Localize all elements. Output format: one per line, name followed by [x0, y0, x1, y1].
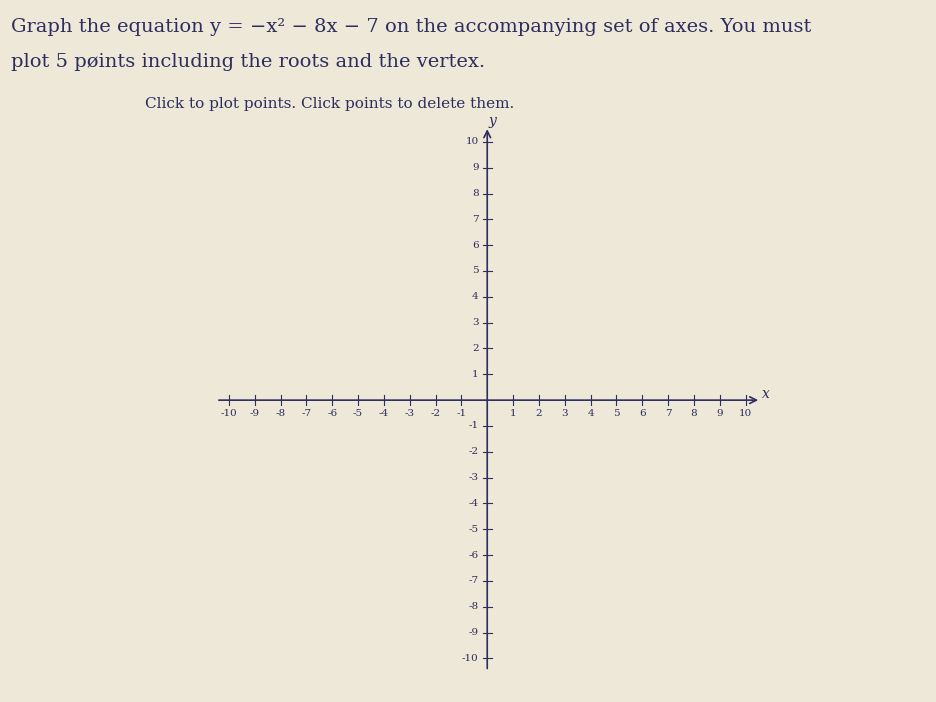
Text: x: x [762, 387, 769, 401]
Text: -4: -4 [378, 409, 388, 418]
Text: 1: 1 [472, 370, 478, 379]
Text: Graph the equation y = −x² − 8x − 7 on the accompanying set of axes. You must: Graph the equation y = −x² − 8x − 7 on t… [11, 18, 811, 36]
Text: 3: 3 [561, 409, 567, 418]
Text: -6: -6 [327, 409, 337, 418]
Text: 9: 9 [716, 409, 723, 418]
Text: -5: -5 [468, 525, 478, 534]
Text: 9: 9 [472, 163, 478, 172]
Text: 10: 10 [739, 409, 752, 418]
Text: -5: -5 [353, 409, 363, 418]
Text: 1: 1 [509, 409, 516, 418]
Text: 6: 6 [472, 241, 478, 250]
Text: -7: -7 [468, 576, 478, 585]
Text: -9: -9 [468, 628, 478, 637]
Text: -10: -10 [461, 654, 478, 663]
Text: Click to plot points. Click points to delete them.: Click to plot points. Click points to de… [145, 97, 514, 111]
Text: 7: 7 [472, 215, 478, 224]
Text: -3: -3 [468, 473, 478, 482]
Text: 5: 5 [612, 409, 619, 418]
Text: 5: 5 [472, 267, 478, 275]
Text: -10: -10 [220, 409, 237, 418]
Text: -8: -8 [275, 409, 285, 418]
Text: plot 5 pøints including the roots and the vertex.: plot 5 pøints including the roots and th… [11, 53, 485, 71]
Text: -2: -2 [430, 409, 440, 418]
Text: -2: -2 [468, 447, 478, 456]
Text: 2: 2 [472, 344, 478, 353]
Text: 6: 6 [638, 409, 645, 418]
Text: -4: -4 [468, 499, 478, 508]
Text: -6: -6 [468, 550, 478, 559]
Text: 4: 4 [587, 409, 593, 418]
Text: -1: -1 [468, 421, 478, 430]
Text: 3: 3 [472, 318, 478, 327]
Text: -7: -7 [301, 409, 311, 418]
Text: -8: -8 [468, 602, 478, 611]
Text: -1: -1 [456, 409, 466, 418]
Text: 7: 7 [664, 409, 670, 418]
Text: -3: -3 [404, 409, 415, 418]
Text: 4: 4 [472, 292, 478, 301]
Text: 8: 8 [472, 189, 478, 198]
Text: 8: 8 [690, 409, 696, 418]
Text: 10: 10 [465, 138, 478, 146]
Text: 2: 2 [535, 409, 542, 418]
Text: y: y [488, 114, 496, 128]
Text: -9: -9 [250, 409, 259, 418]
